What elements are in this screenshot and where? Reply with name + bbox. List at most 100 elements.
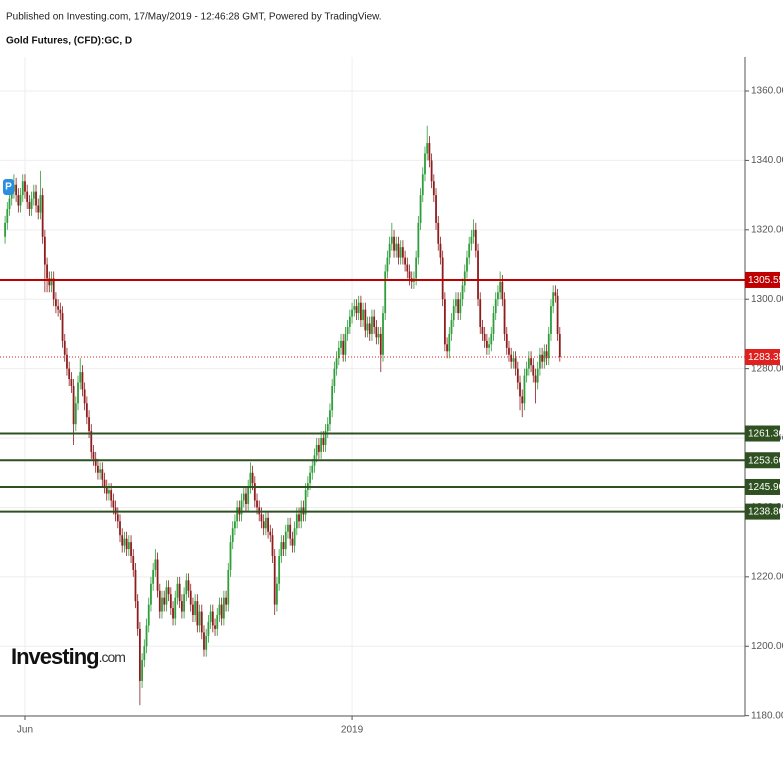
candle-body bbox=[443, 299, 446, 345]
candle-body bbox=[156, 559, 159, 591]
candle-body bbox=[550, 306, 552, 334]
candle-body bbox=[35, 191, 37, 206]
level-label: 1238.80 bbox=[748, 507, 783, 518]
candle-body bbox=[269, 531, 272, 536]
y-tick-label: 1200.00 bbox=[751, 641, 783, 652]
candle-body bbox=[97, 465, 99, 473]
y-tick-label: 1340.00 bbox=[751, 155, 783, 166]
candle-body bbox=[189, 590, 192, 605]
candle-body bbox=[138, 628, 141, 681]
candle-body bbox=[340, 340, 342, 348]
level-label: 1305.55 bbox=[748, 275, 783, 286]
candle-body bbox=[183, 594, 185, 612]
candle-body bbox=[112, 500, 115, 508]
candle-body bbox=[289, 524, 292, 539]
candle-body bbox=[41, 195, 44, 237]
candle-body bbox=[222, 597, 225, 619]
candle-body bbox=[501, 281, 504, 300]
candle-body bbox=[415, 257, 418, 279]
candle-body bbox=[315, 444, 318, 456]
candle-body bbox=[479, 299, 482, 327]
candle-body bbox=[249, 472, 252, 487]
candle-body bbox=[331, 385, 334, 411]
candle-body bbox=[278, 556, 281, 584]
candle-body bbox=[251, 472, 254, 484]
candle-body bbox=[152, 569, 155, 584]
candle-body bbox=[326, 424, 329, 432]
candle-body bbox=[77, 382, 79, 404]
candle-body bbox=[48, 278, 51, 286]
candle-body bbox=[187, 580, 190, 591]
candle-body bbox=[355, 306, 358, 314]
candle-body bbox=[505, 333, 508, 348]
candle-body bbox=[52, 278, 55, 300]
candle-body bbox=[337, 347, 340, 359]
candle-body bbox=[169, 594, 172, 609]
candle-body bbox=[490, 333, 493, 345]
candle-body bbox=[552, 292, 555, 307]
candle-body bbox=[342, 340, 345, 355]
candle-body bbox=[205, 635, 208, 650]
candle-body bbox=[28, 202, 31, 209]
candle-body bbox=[318, 444, 320, 452]
candle-body bbox=[348, 316, 351, 327]
candle-body bbox=[273, 556, 276, 605]
candle-body bbox=[253, 483, 256, 501]
candle-body bbox=[6, 208, 9, 223]
candle-body bbox=[404, 257, 406, 265]
candle-body bbox=[510, 354, 513, 362]
candle-body bbox=[477, 250, 479, 300]
candle-body bbox=[220, 604, 223, 619]
watermark-main: Investing bbox=[11, 644, 99, 669]
candle-body bbox=[357, 302, 360, 314]
candle-body bbox=[485, 340, 488, 348]
candle-body bbox=[388, 243, 391, 258]
y-tick-label: 1320.00 bbox=[751, 224, 783, 235]
candle-body bbox=[227, 569, 230, 605]
candle-body bbox=[497, 292, 499, 300]
candle-body bbox=[390, 236, 393, 244]
candle-body bbox=[176, 583, 179, 598]
candle-body bbox=[85, 403, 88, 418]
candle-body bbox=[428, 143, 431, 161]
candle-body bbox=[198, 611, 201, 626]
candle-body bbox=[245, 493, 247, 504]
candle-body bbox=[10, 191, 13, 199]
candle-body bbox=[30, 198, 33, 209]
candle-body bbox=[366, 323, 369, 331]
candle-body bbox=[130, 542, 132, 557]
candle-body bbox=[373, 316, 376, 327]
candle-body bbox=[216, 615, 219, 629]
candle-body bbox=[346, 326, 349, 334]
candle-body bbox=[92, 451, 95, 459]
candle-body bbox=[532, 365, 535, 376]
candle-body bbox=[134, 569, 137, 602]
watermark-suffix: .com bbox=[99, 649, 126, 665]
candle-body bbox=[59, 309, 62, 314]
candle-body bbox=[459, 299, 462, 314]
candle-body bbox=[514, 358, 517, 369]
level-label-box bbox=[745, 478, 780, 495]
candle-body bbox=[298, 514, 300, 522]
candle-body bbox=[194, 601, 197, 616]
candle-body bbox=[203, 632, 205, 650]
candle-body bbox=[121, 535, 124, 546]
candle-body bbox=[180, 601, 183, 612]
candle-body bbox=[541, 354, 544, 362]
candle-body bbox=[300, 507, 303, 522]
candle-body bbox=[141, 660, 144, 681]
x-tick-label: 2019 bbox=[341, 725, 364, 736]
candle-body bbox=[17, 195, 20, 206]
candle-body bbox=[519, 382, 521, 397]
candle-body bbox=[276, 583, 278, 605]
candle-body bbox=[225, 597, 227, 605]
candle-body bbox=[15, 184, 18, 196]
candle-body bbox=[424, 153, 426, 175]
candle-body bbox=[165, 587, 168, 605]
candle-body bbox=[214, 625, 216, 629]
candle-body bbox=[408, 271, 411, 279]
candle-body bbox=[397, 243, 400, 258]
candle-body bbox=[386, 257, 389, 272]
candle-body bbox=[61, 313, 64, 341]
